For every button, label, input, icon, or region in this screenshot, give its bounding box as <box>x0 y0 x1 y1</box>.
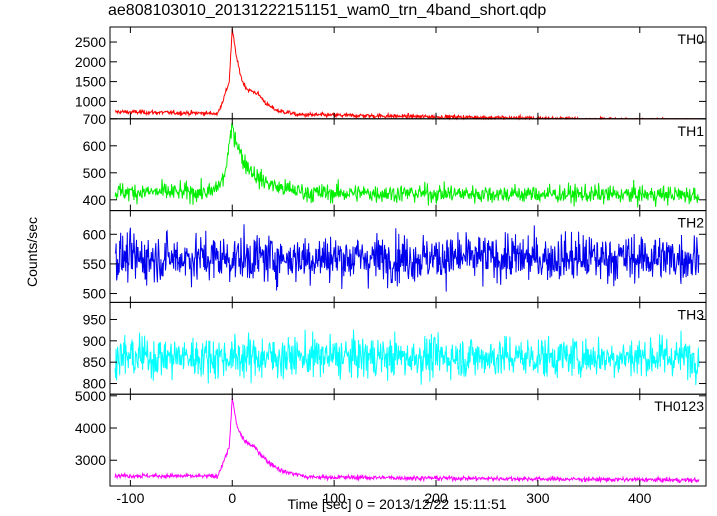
th0123-panel-frame <box>109 393 707 487</box>
th0-y-tick-label: 2500 <box>75 34 106 50</box>
th0-panel-frame <box>109 26 707 120</box>
th3-y-tick-label: 950 <box>83 311 107 327</box>
x-tick-label: 200 <box>424 490 448 506</box>
x-axis-label: Time [sec] 0 = 2013/12/22 15:11:51 <box>287 496 507 512</box>
panel-label-th3: TH3 <box>678 306 705 322</box>
x-tick-label: 400 <box>628 490 652 506</box>
th0123-y-tick-label: 4000 <box>75 420 106 436</box>
th0123-y-tick-label: 3000 <box>75 452 106 468</box>
th0123-y-tick-label: 5000 <box>75 388 106 404</box>
x-tick-label: 100 <box>322 490 346 506</box>
th1-series-line <box>114 123 700 208</box>
x-tick-label: 300 <box>526 490 550 506</box>
th3-y-tick-label: 850 <box>83 354 107 370</box>
th1-y-tick-label: 500 <box>83 165 107 181</box>
th0-y-tick-label: 1500 <box>75 74 106 90</box>
th1-y-tick-label: 600 <box>83 138 107 154</box>
th3-series-line <box>114 329 700 386</box>
th2-series-line <box>114 224 700 292</box>
panel-label-th2: TH2 <box>678 215 705 231</box>
th0123-series-line <box>114 398 700 484</box>
chart-title: ae808103010_20131222151151_wam0_trn_4ban… <box>108 2 547 19</box>
th1-y-tick-label: 700 <box>83 111 107 127</box>
x-tick-label: -100 <box>116 490 144 506</box>
th2-y-tick-label: 550 <box>83 256 107 272</box>
th2-y-tick-label: 500 <box>83 286 107 302</box>
th3-y-tick-label: 900 <box>83 333 107 349</box>
th0-series-line <box>114 28 699 121</box>
panel-label-th1: TH1 <box>678 123 705 139</box>
panel-label-th0: TH0 <box>678 31 705 47</box>
x-tick-label: 0 <box>228 490 236 506</box>
th3-y-tick-label: 800 <box>83 376 107 392</box>
th2-y-tick-label: 600 <box>83 226 107 242</box>
th0-y-tick-label: 1000 <box>75 93 106 109</box>
panel-label-th0123: TH0123 <box>654 398 704 414</box>
th1-y-tick-label: 400 <box>83 192 107 208</box>
th0-y-tick-label: 2000 <box>75 54 106 70</box>
